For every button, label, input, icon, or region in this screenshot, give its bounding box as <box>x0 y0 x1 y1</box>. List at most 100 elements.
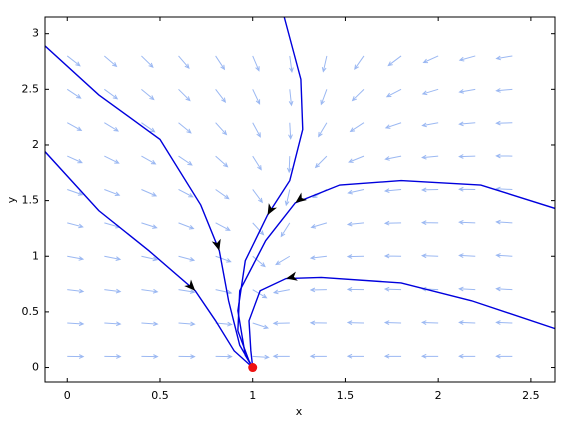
field-arrow <box>314 155 328 169</box>
trajectory <box>237 17 304 368</box>
field-arrow <box>318 122 328 138</box>
trajectory <box>248 276 555 368</box>
field-arrow <box>215 55 226 71</box>
field-arrow <box>309 287 327 293</box>
field-arrow <box>383 353 402 359</box>
field-arrow <box>495 286 513 292</box>
field-arrow <box>347 188 365 195</box>
field-arrow <box>421 187 439 193</box>
field-arrow <box>458 88 476 94</box>
field-arrow <box>104 55 118 68</box>
field-arrow <box>495 88 513 93</box>
field-arrow <box>141 321 159 327</box>
field-arrow <box>252 89 261 105</box>
field-arrow <box>354 55 365 71</box>
field-arrow <box>346 353 364 359</box>
field-arrow <box>458 154 476 159</box>
field-arrow <box>421 122 439 128</box>
field-arrow <box>67 222 84 229</box>
equilibrium-point <box>248 363 258 373</box>
y-tick-label: 1.5 <box>22 194 40 207</box>
field-arrow <box>252 55 260 72</box>
y-tick-label: 0 <box>32 361 39 374</box>
field-arrow <box>178 354 196 359</box>
field-arrow <box>495 320 513 325</box>
field-arrow <box>320 89 328 106</box>
direction-arrow <box>184 279 196 291</box>
field-arrow <box>104 255 122 261</box>
field-arrow <box>215 222 231 231</box>
field-arrow <box>348 155 365 163</box>
field-arrow <box>67 122 83 131</box>
plot-frame <box>44 16 556 383</box>
x-tick-label: 2 <box>435 389 442 402</box>
axes: 0 0.5 1 1.5 2 2.5 0 0.5 1 1.5 2 2.5 3 <box>22 17 555 402</box>
field-arrow <box>383 220 402 226</box>
direction-arrow <box>267 203 277 216</box>
field-arrow <box>67 155 83 164</box>
field-arrow <box>178 321 196 327</box>
field-arrow <box>495 120 513 126</box>
field-arrow <box>284 189 291 207</box>
field-arrow <box>215 321 233 327</box>
field-arrow <box>272 353 290 359</box>
trajectories <box>45 17 555 369</box>
field-arrow <box>385 88 402 98</box>
field-arrow <box>458 219 476 225</box>
field-arrow <box>421 88 439 96</box>
field-arrow <box>215 289 233 295</box>
field-arrow <box>458 286 476 292</box>
field-arrow <box>178 122 192 134</box>
field-arrow <box>252 222 265 236</box>
field-arrow <box>420 220 439 226</box>
field-arrow <box>141 288 159 294</box>
field-arrow <box>495 353 513 359</box>
field-arrow <box>178 222 195 230</box>
field-arrow <box>422 55 439 64</box>
field-arrow <box>383 286 402 292</box>
field-arrow <box>252 255 266 268</box>
field-arrow <box>383 320 402 325</box>
field-arrow <box>252 155 262 171</box>
field-arrow <box>421 253 439 259</box>
field-arrow <box>67 321 85 327</box>
field-arrow <box>104 155 120 164</box>
field-arrow <box>67 189 84 196</box>
field-arrow <box>104 288 122 294</box>
field-arrow <box>309 255 327 261</box>
field-arrow <box>141 155 157 165</box>
field-arrow <box>215 255 232 263</box>
field-arrow <box>67 255 85 261</box>
field-arrow <box>178 289 196 294</box>
field-arrow <box>141 222 158 229</box>
field-arrow <box>104 122 120 132</box>
field-arrow <box>421 154 439 160</box>
field-arrow <box>178 155 193 166</box>
field-arrow <box>280 222 291 238</box>
field-arrow <box>310 222 328 229</box>
field-arrow <box>346 254 364 259</box>
direction-arrow <box>295 192 308 203</box>
field-arrow <box>178 255 196 262</box>
trajectory <box>45 45 254 368</box>
field-arrow <box>252 322 270 330</box>
field-arrow <box>286 156 292 174</box>
field-arrow <box>346 221 365 227</box>
field-arrow <box>252 122 261 138</box>
field-arrow <box>458 55 476 62</box>
field-arrow <box>67 354 85 359</box>
x-tick-label: 0.5 <box>151 389 169 402</box>
field-arrow <box>458 320 476 325</box>
y-tick-label: 1 <box>32 249 39 262</box>
field-arrow <box>349 122 365 133</box>
field-arrow <box>141 55 154 68</box>
field-arrow <box>495 219 513 225</box>
y-axis-label: y <box>5 196 18 203</box>
field-arrow <box>141 354 159 359</box>
field-arrow <box>309 353 327 359</box>
field-arrow <box>66 88 82 99</box>
x-tick-label: 1.5 <box>337 389 355 402</box>
field-arrow <box>215 155 229 168</box>
field-arrow <box>141 189 158 197</box>
